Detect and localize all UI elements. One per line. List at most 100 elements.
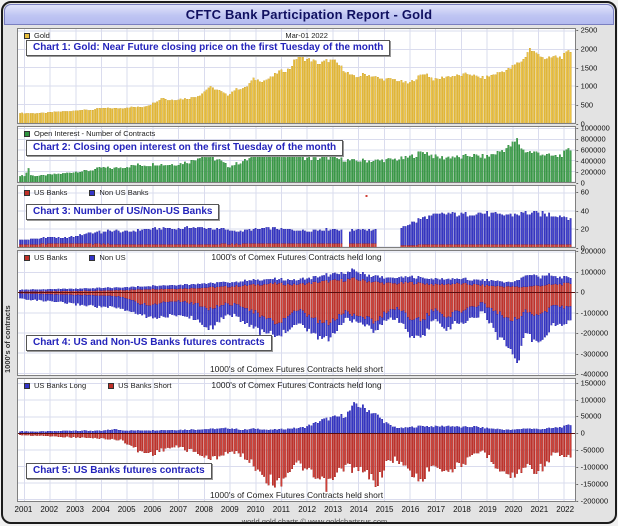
chart-4-title: Chart 4: US and Non-US Banks futures con… (26, 335, 272, 351)
x-tick-year-label: 2022 (556, 505, 575, 514)
chart-5-y-axis: 150000 100000 50000 0 -50000 -100000 -150000 -2… (576, 378, 612, 505)
y-tick-label: 1500 (576, 63, 598, 72)
report-date-label: Mar-01 2022 (285, 31, 328, 40)
chart-4-held-long-label: 1000's of Comex Futures Contracts held l… (211, 252, 382, 262)
y-tick-label: -200000 (576, 496, 609, 505)
y-axis-unit-label: 1000's of contracts (3, 305, 12, 373)
chart-4-bank-contracts: US Banks Non US 1000's of Comex Futures … (17, 250, 576, 376)
chart-5-us-bank-contracts: US Banks Long US Banks Short 1000's of C… (17, 378, 576, 502)
legend-item-gold: Gold (24, 31, 50, 40)
chart-1-row: Gold Mar-01 2022 Chart 1: Gold: Near Fut… (17, 25, 612, 129)
x-tick-year-label: 2007 (169, 505, 188, 514)
legend-label: US Banks Long (34, 381, 87, 390)
y-tick-label: 20 (576, 225, 589, 234)
us-banks-long-swatch-icon (24, 382, 30, 389)
charts-column: Gold Mar-01 2022 Chart 1: Gold: Near Fut… (14, 25, 612, 522)
x-tick-year-label: 2011 (272, 505, 291, 514)
x-tick-year-label: 2021 (530, 505, 549, 514)
x-tick-year-label: 2017 (427, 505, 446, 514)
x-tick-year-label: 2008 (195, 505, 213, 514)
legend-label: Non US (99, 253, 126, 262)
y-tick-label: 0 (576, 429, 585, 438)
open-interest-swatch-icon (24, 130, 30, 137)
legend-item-open-interest: Open Interest - Number of Contracts (24, 129, 155, 138)
chart-3-legend: US Banks Non US Banks (24, 188, 149, 197)
y-tick-label: 0 (576, 179, 585, 188)
x-tick-year-label: 2005 (117, 505, 136, 514)
legend-label: US Banks (34, 188, 68, 197)
y-tick-label: -200000 (576, 329, 609, 338)
y-tick-label: 200000 (576, 167, 606, 176)
chart-4-y-axis: 200000 100000 0 -100000 -200000 -300000 -40000… (576, 247, 612, 379)
chart-4-row: US Banks Non US 1000's of Comex Futures … (17, 247, 612, 379)
chart-1-title: Chart 1: Gold: Near Future closing price… (26, 40, 391, 56)
x-axis-spacer (576, 504, 612, 516)
chart-3-bars-svg (18, 186, 575, 247)
y-tick-label: -150000 (576, 479, 609, 488)
legend-item-us-banks: US Banks (24, 253, 67, 262)
chart-4-legend: US Banks Non US (24, 253, 126, 262)
y-tick-label: -50000 (576, 446, 604, 455)
x-tick-year-label: 2010 (246, 505, 265, 514)
x-tick-year-label: 2012 (298, 505, 317, 514)
non-us-banks-swatch-icon (89, 189, 96, 196)
y-tick-label: 50000 (576, 412, 602, 421)
legend-label: Open Interest - Number of Contracts (34, 129, 156, 138)
y-tick-label: 0 (576, 288, 585, 297)
chart-5-title: Chart 5: US Banks futures contracts (26, 463, 212, 479)
us-banks-swatch-icon (24, 254, 30, 261)
chart-2-row: Open Interest - Number of Contracts Char… (17, 123, 612, 188)
y-tick-label: 400000 (576, 156, 606, 165)
gold-swatch-icon (24, 32, 30, 39)
chart-1-y-axis: 25002000150010005000 (576, 25, 612, 128)
legend-item-non-us: Non US (89, 253, 126, 262)
legend-label: Gold (34, 31, 50, 40)
x-tick-year-label: 2016 (401, 505, 420, 514)
legend-label: US Banks Short (118, 381, 172, 390)
x-axis-row: 2001 2002 2003 2004 2005 2006 2007 2008 2009 2010… (14, 504, 612, 516)
chart-3-bank-count: US Banks Non US Banks Chart 3: Number of… (17, 185, 576, 248)
y-tick-label: 2000 (576, 44, 598, 53)
chart-1-gold-price: Gold Mar-01 2022 Chart 1: Gold: Near Fut… (17, 28, 576, 124)
y-tick-label: 150000 (576, 378, 606, 387)
y-tick-label: 1000000 (576, 123, 610, 132)
chart-5-bars-svg (18, 379, 575, 501)
y-tick-label: -100000 (576, 308, 609, 317)
legend-item-us-banks-long: US Banks Long (24, 381, 86, 390)
us-banks-swatch-icon (24, 189, 30, 196)
legend-label: Non US Banks (99, 188, 149, 197)
legend-label: US Banks (34, 253, 68, 262)
legend-item-non-us-banks: Non US Banks (89, 188, 149, 197)
chart-2-open-interest: Open Interest - Number of Contracts Char… (17, 126, 576, 183)
chart-5-legend: US Banks Long US Banks Short (24, 381, 171, 390)
us-banks-short-swatch-icon (108, 382, 115, 389)
chart-3-title: Chart 3: Number of US/Non-US Banks (26, 204, 220, 220)
y-tick-label: -300000 (576, 349, 609, 358)
legend-item-us-banks-short: US Banks Short (108, 381, 171, 390)
x-tick-year-label: 2002 (40, 505, 59, 514)
x-tick-year-label: 2003 (66, 505, 84, 514)
chart-3-y-axis: 6040200 (576, 185, 612, 253)
y-tick-label: 500 (576, 101, 594, 110)
x-axis-years: 2001 2002 2003 2004 2005 2006 2007 2008 2009 2010… (14, 504, 576, 516)
chart-5-row: US Banks Long US Banks Short 1000's of C… (17, 378, 612, 505)
x-tick-year-label: 2018 (453, 505, 471, 514)
x-tick-year-label: 2001 (14, 505, 33, 514)
chart-2-legend: Open Interest - Number of Contracts (24, 129, 155, 138)
x-tick-year-label: 2020 (504, 505, 523, 514)
chart-1-bars-svg (18, 29, 575, 123)
chart-5-held-short-label: 1000's of Comex Futures Contracts held s… (209, 490, 384, 500)
y-tick-label: 2500 (576, 25, 598, 34)
chart-1-legend: Gold (24, 31, 50, 40)
y-tick-label: 1000 (576, 82, 598, 91)
x-tick-year-label: 2015 (375, 505, 394, 514)
chart-5-held-long-label: 1000's of Comex Futures Contracts held l… (211, 380, 382, 390)
x-tick-year-label: 2014 (349, 505, 368, 514)
chart-2-y-axis: 1000000 800000 600000 400000 200000 0 (576, 123, 612, 187)
chart-4-bars-svg (18, 251, 575, 375)
x-tick-year-label: 2019 (478, 505, 497, 514)
x-tick-year-label: 2006 (143, 505, 162, 514)
y-tick-label: 200000 (576, 247, 606, 256)
chart-4-held-short-label: 1000's of Comex Futures Contracts held s… (209, 364, 384, 374)
